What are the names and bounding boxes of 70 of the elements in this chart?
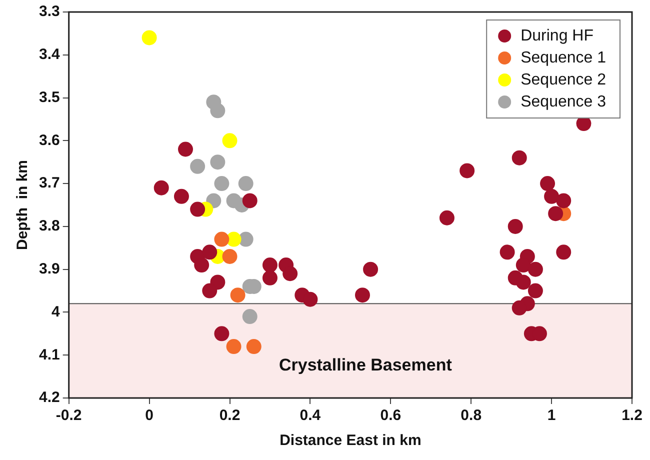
point	[202, 283, 218, 298]
point	[222, 248, 238, 264]
y-tick-label: 4	[52, 303, 61, 320]
y-tick-label: 3.5	[38, 88, 60, 106]
x-tick-label: 0	[145, 407, 154, 424]
legend-label: Sequence 2	[520, 71, 606, 88]
point	[512, 150, 527, 166]
point	[512, 300, 527, 316]
band-label: Crystalline Basement	[278, 356, 452, 375]
point	[282, 266, 298, 282]
point	[540, 176, 556, 192]
y-tick-label: 3.3	[38, 3, 60, 20]
x-tick-label: 0.2	[219, 407, 240, 424]
point	[439, 210, 454, 226]
point	[142, 30, 157, 46]
point	[226, 232, 242, 247]
x-tick-label: -0.2	[56, 407, 82, 424]
y-tick-label: 4.2	[38, 389, 60, 406]
point	[214, 176, 230, 192]
x-tick-label: 1.2	[622, 407, 642, 424]
x-tick-label: 0.8	[460, 407, 482, 424]
x-tick-label: 0.6	[380, 407, 402, 424]
point	[190, 158, 206, 174]
point	[154, 180, 169, 196]
legend-label: Sequence 3	[520, 93, 606, 110]
point	[238, 232, 254, 247]
point	[210, 103, 226, 118]
y-tick-label: 3.7	[38, 174, 60, 192]
point	[194, 258, 210, 273]
point	[238, 176, 254, 192]
point	[460, 163, 475, 178]
point	[516, 274, 531, 290]
point	[210, 154, 226, 170]
point	[354, 288, 370, 303]
point	[174, 188, 189, 204]
point	[548, 206, 564, 222]
point	[528, 262, 543, 277]
y-axis-title: Depth in km	[14, 160, 32, 250]
y-tick-label: 3.9	[38, 260, 60, 278]
point	[242, 309, 258, 324]
legend-label: Sequence 1	[520, 49, 606, 66]
point	[178, 142, 194, 157]
point	[214, 326, 230, 342]
point	[222, 133, 238, 148]
point	[556, 193, 572, 208]
point	[262, 258, 278, 273]
point	[556, 244, 572, 260]
point	[226, 339, 242, 354]
point	[262, 270, 278, 286]
point	[544, 188, 560, 204]
y-tick-label: 3.4	[38, 46, 60, 64]
point	[528, 283, 543, 298]
point	[202, 244, 218, 260]
x-axis-title: Distance East in km	[280, 432, 422, 450]
point	[516, 258, 531, 273]
point	[242, 193, 258, 208]
point	[246, 339, 262, 354]
point	[214, 232, 230, 247]
y-tick-label: 3.6	[38, 132, 60, 149]
y-tick-label: 4.1	[38, 346, 60, 364]
point	[500, 244, 515, 260]
y-tick-label: 3.8	[38, 218, 60, 235]
point	[302, 292, 318, 307]
x-tick-label: 0.4	[300, 407, 322, 424]
legend-label: During HF	[520, 27, 594, 44]
point	[363, 262, 378, 277]
x-tick-label: 1	[547, 407, 556, 424]
point	[190, 202, 206, 217]
point	[230, 288, 246, 303]
point	[508, 218, 523, 234]
